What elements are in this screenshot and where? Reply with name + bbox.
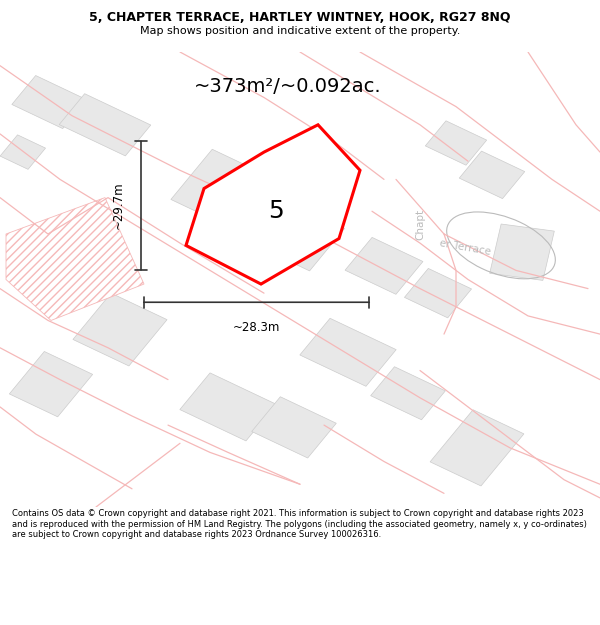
- Text: Chapt: Chapt: [415, 209, 425, 241]
- Text: Map shows position and indicative extent of the property.: Map shows position and indicative extent…: [140, 26, 460, 36]
- Bar: [59, 94, 151, 156]
- Text: ~28.3m: ~28.3m: [233, 321, 280, 334]
- Bar: [171, 149, 291, 237]
- Bar: [490, 224, 554, 281]
- Bar: [425, 121, 487, 165]
- Bar: [244, 197, 344, 271]
- Polygon shape: [6, 198, 144, 321]
- Bar: [404, 268, 472, 318]
- Bar: [252, 397, 336, 458]
- Text: Contains OS data © Crown copyright and database right 2021. This information is : Contains OS data © Crown copyright and d…: [12, 509, 587, 539]
- Text: ~373m²/~0.092ac.: ~373m²/~0.092ac.: [194, 77, 382, 96]
- Bar: [180, 373, 276, 441]
- Text: 5, CHAPTER TERRACE, HARTLEY WINTNEY, HOOK, RG27 8NQ: 5, CHAPTER TERRACE, HARTLEY WINTNEY, HOO…: [89, 11, 511, 24]
- Bar: [430, 410, 524, 486]
- Bar: [300, 318, 396, 386]
- Polygon shape: [186, 125, 360, 284]
- Bar: [371, 367, 445, 420]
- Text: er Terrace: er Terrace: [439, 238, 491, 257]
- Bar: [10, 351, 92, 417]
- Text: 5: 5: [268, 199, 284, 223]
- Bar: [459, 151, 525, 199]
- Text: ~29.7m: ~29.7m: [112, 182, 125, 229]
- Bar: [73, 293, 167, 366]
- Bar: [0, 135, 46, 169]
- Bar: [345, 238, 423, 294]
- Bar: [12, 76, 86, 129]
